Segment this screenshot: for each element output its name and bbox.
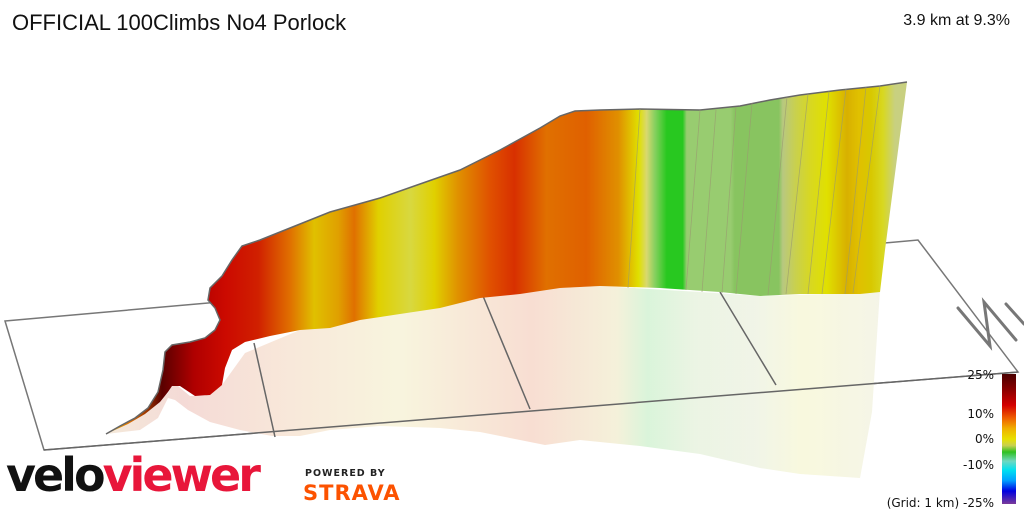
gradient-legend: 25% 10% 0% -10% (Grid: 1 km) -25% <box>884 366 1024 512</box>
powered-by-label: POWERED BY <box>305 468 386 479</box>
grid-line-1 <box>253 342 276 438</box>
veloviewer-logo[interactable]: veloviewer <box>6 452 261 498</box>
legend-label-minus25-grid: (Grid: 1 km) -25% <box>886 496 994 510</box>
legend-label-25: 25% <box>967 368 994 382</box>
legend-label-minus10: -10% <box>962 458 994 472</box>
legend-label-0: 0% <box>974 432 994 446</box>
gradient-color-bar <box>1002 374 1016 504</box>
strava-logo[interactable]: STRAVA <box>303 481 401 505</box>
page-title: OFFICIAL 100Climbs No4 Porlock <box>12 10 347 35</box>
logo-velo: velo <box>6 448 106 502</box>
climb-stat: 3.9 km at 9.3% <box>903 12 1010 29</box>
north-compass-icon <box>956 297 1024 351</box>
legend-label-10: 10% <box>967 407 994 421</box>
logo-viewer: viewer <box>102 448 261 502</box>
grid-line-2 <box>482 295 531 410</box>
grid-line-3 <box>719 291 777 386</box>
grid-front-edge <box>43 371 1019 451</box>
profile-wall <box>106 82 907 434</box>
segment-dividers <box>627 85 881 296</box>
